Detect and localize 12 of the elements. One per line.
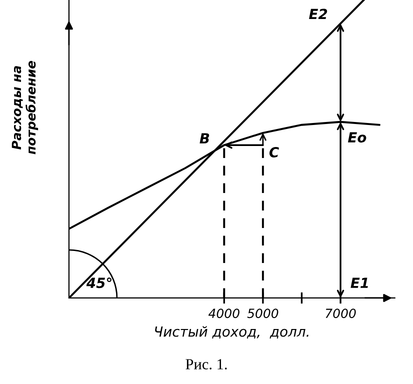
annotation: Eo	[348, 132, 366, 143]
x-axis-title: Чистый доход, долл.	[155, 326, 308, 339]
x-tick-label: 4000	[208, 308, 240, 318]
annotation: E1	[350, 278, 368, 288]
annotation: C	[269, 146, 280, 158]
text: Рис. 1.	[186, 359, 227, 370]
annotation: 45°	[86, 278, 112, 288]
x-tick-label: 5000	[247, 308, 278, 318]
y-axis-title: Расходы на потребление	[12, 60, 38, 154]
annotation: E2	[309, 8, 328, 20]
annotation: B	[200, 133, 210, 144]
x-tick-label: 7000	[326, 308, 356, 318]
